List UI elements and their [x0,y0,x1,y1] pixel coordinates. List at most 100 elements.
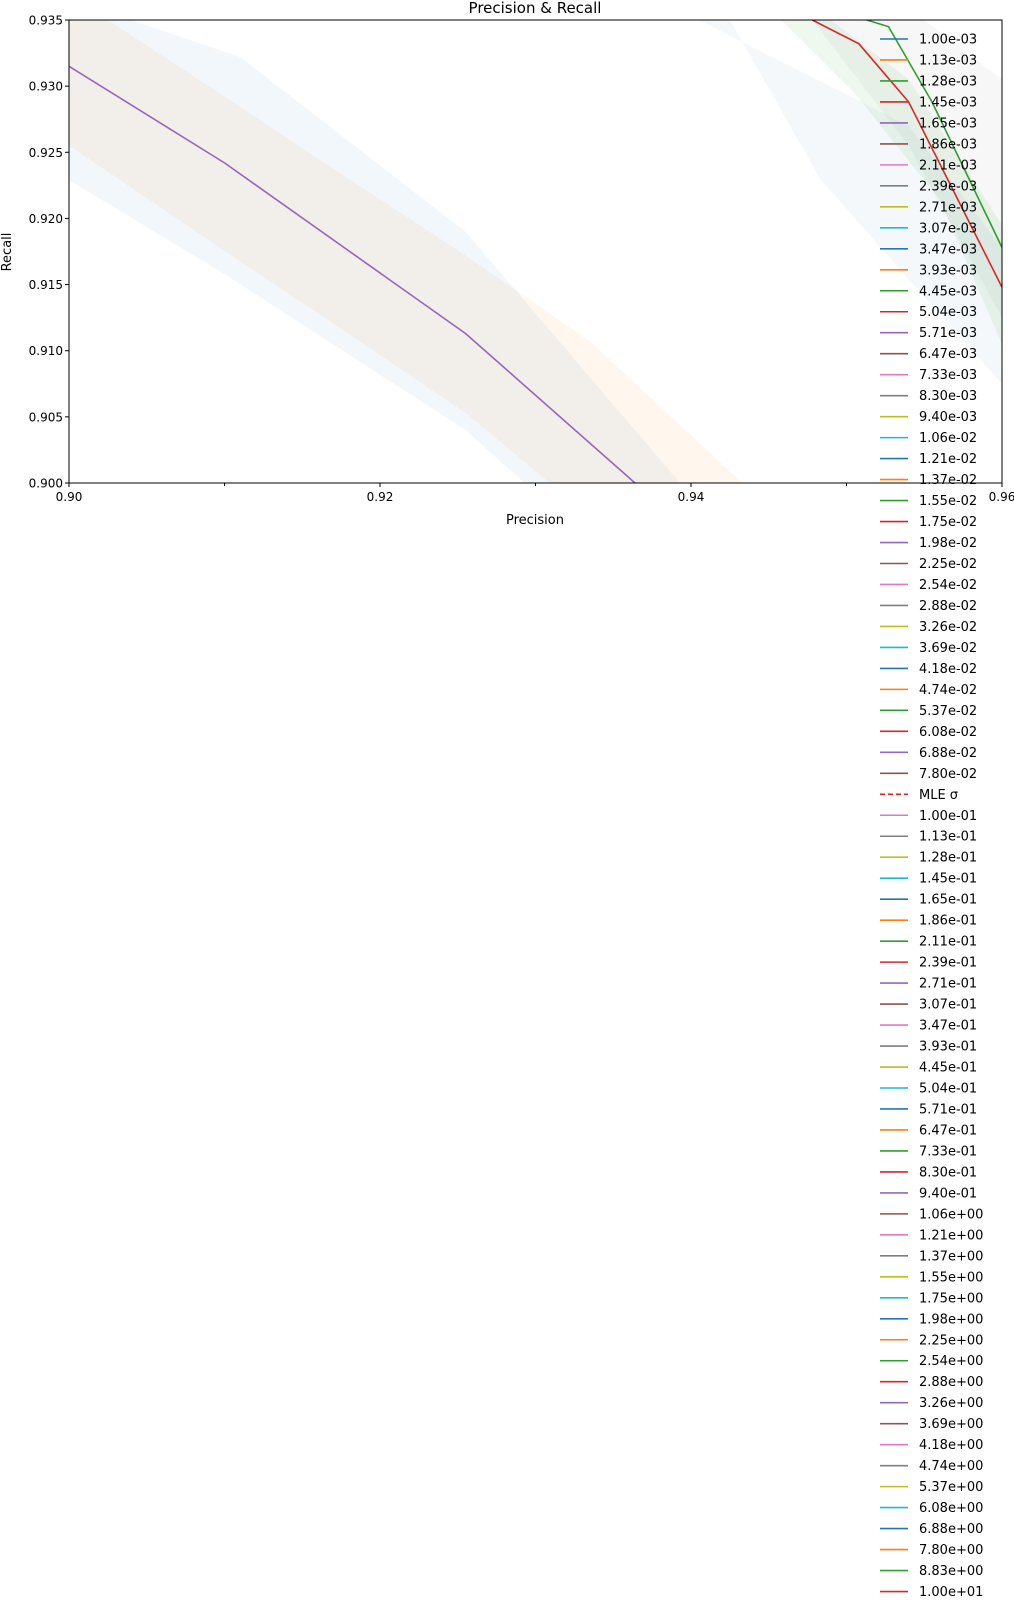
legend-item: 2.88e-02 [880,599,977,614]
legend-label: 9.40e-01 [919,1186,977,1201]
legend-item: 9.40e-01 [880,1186,977,1201]
legend-label: 4.74e-02 [919,683,977,698]
legend-label: 7.33e-01 [919,1144,977,1159]
legend-label: 4.45e-03 [919,284,977,299]
legend-label: 3.69e-02 [919,641,977,656]
legend-item: 6.47e-03 [880,347,977,362]
legend-label: 1.45e-01 [919,872,977,887]
legend-label: 8.30e-03 [919,389,977,404]
legend-item: 1.75e-02 [880,515,977,530]
legend-label: 5.04e-01 [919,1082,977,1097]
y-tick-label: 0.910 [29,344,63,358]
legend-item: 4.74e+00 [880,1459,983,1474]
confidence-band-1 [69,20,681,483]
legend-item: 1.75e+00 [880,1291,983,1306]
legend-label: 3.47e-01 [919,1019,977,1034]
legend-item: 1.45e-03 [880,95,977,110]
series-lines [69,20,1002,483]
legend-label: 2.11e-03 [919,158,977,173]
legend-label: 2.39e-03 [919,179,977,194]
legend-label: 6.47e-01 [919,1123,977,1138]
legend-item: 1.28e-01 [880,851,977,866]
legend-label: 1.65e-03 [919,116,977,131]
legend-label: 1.28e-01 [919,851,977,866]
legend-label: 1.55e-02 [919,494,977,509]
legend-item: 1.55e+00 [880,1270,983,1285]
legend-label: 2.88e+00 [919,1375,983,1390]
legend-item: 2.71e-03 [880,200,977,215]
legend-item: 4.74e-02 [880,683,977,698]
x-axis: 0.90 0.92 0.94 0.96 [56,483,1014,504]
legend-label: 1.00e-03 [919,33,977,48]
legend-label: 2.11e-01 [919,935,977,950]
y-tick-label: 0.920 [29,212,63,226]
x-tick-label: 0.92 [367,490,394,504]
legend-item: 3.93e-01 [880,1040,977,1055]
y-axis-label: Recall [0,233,15,272]
series-line-1.65e-03 [69,65,636,483]
legend-item: 8.30e-01 [880,1165,977,1180]
legend-label: 1.13e-01 [919,830,977,845]
legend-label: 1.37e-02 [919,473,977,488]
legend-item: 4.45e-01 [880,1061,977,1076]
legend-label: 3.26e-02 [919,620,977,635]
legend-item: 3.69e+00 [880,1417,983,1432]
legend-item: 2.54e+00 [880,1354,983,1369]
legend-label: 7.80e+00 [919,1543,983,1558]
legend-label: 3.47e-03 [919,242,977,257]
legend-item: 5.71e-03 [880,326,977,341]
legend-label: 7.80e-02 [919,767,977,782]
legend-item: 8.30e-03 [880,389,977,404]
legend-item: 3.26e-02 [880,620,977,635]
legend-item: 5.37e-02 [880,704,977,719]
legend-item: 6.08e-02 [880,725,977,740]
y-tick-label: 0.925 [29,146,63,160]
legend-item: 1.00e-03 [880,33,977,48]
legend-item: 1.98e-02 [880,536,977,551]
legend-item: 6.47e-01 [880,1123,977,1138]
legend-item: 1.06e+00 [880,1207,983,1222]
legend-item: 7.80e-02 [880,767,977,782]
legend-label: 4.18e-02 [919,662,977,677]
y-tick-label: 0.935 [29,14,63,28]
legend-label: 3.69e+00 [919,1417,983,1432]
legend-label: 4.74e+00 [919,1459,983,1474]
legend-item: 2.11e-03 [880,158,977,173]
legend-item: 1.21e-02 [880,452,977,467]
legend-label: 5.04e-03 [919,305,977,320]
legend-item: 8.83e+00 [880,1564,983,1579]
legend-item: 5.04e-03 [880,305,977,320]
legend-item: 1.13e-01 [880,830,977,845]
legend-label: 6.08e+00 [919,1501,983,1516]
legend-item: 7.33e-01 [880,1144,977,1159]
legend-label: 2.71e-01 [919,977,977,992]
legend-label: 2.39e-01 [919,956,977,971]
legend-label: 7.33e-03 [919,368,977,383]
legend-item: 3.47e-01 [880,1019,977,1034]
legend-item: 1.21e+00 [880,1228,983,1243]
legend-label: 1.00e+01 [919,1585,983,1600]
legend-item: 3.07e-01 [880,998,977,1013]
legend-label: 2.71e-03 [919,200,977,215]
legend-label: 2.25e-02 [919,557,977,572]
x-axis-label: Precision [506,513,564,528]
legend-label: 1.75e+00 [919,1291,983,1306]
legend-label: 1.86e-01 [919,914,977,929]
legend-label: 4.18e+00 [919,1438,983,1453]
legend-label: 1.98e+00 [919,1312,983,1327]
legend-label: 1.28e-03 [919,74,977,89]
legend-item: 1.98e+00 [880,1312,983,1327]
legend-label: 5.71e-03 [919,326,977,341]
legend-label: 1.45e-03 [919,95,977,110]
legend-label: MLE σ [919,788,958,803]
legend-label: 1.86e-03 [919,137,977,152]
legend-item: 3.69e-02 [880,641,977,656]
legend-label: 5.37e-02 [919,704,977,719]
legend-label: 1.65e-01 [919,893,977,908]
legend-item: 2.25e+00 [880,1333,983,1348]
legend-label: 3.07e-03 [919,221,977,236]
legend-item: 7.33e-03 [880,368,977,383]
x-tick-label: 0.90 [56,490,83,504]
legend-label: 1.37e+00 [919,1249,983,1264]
